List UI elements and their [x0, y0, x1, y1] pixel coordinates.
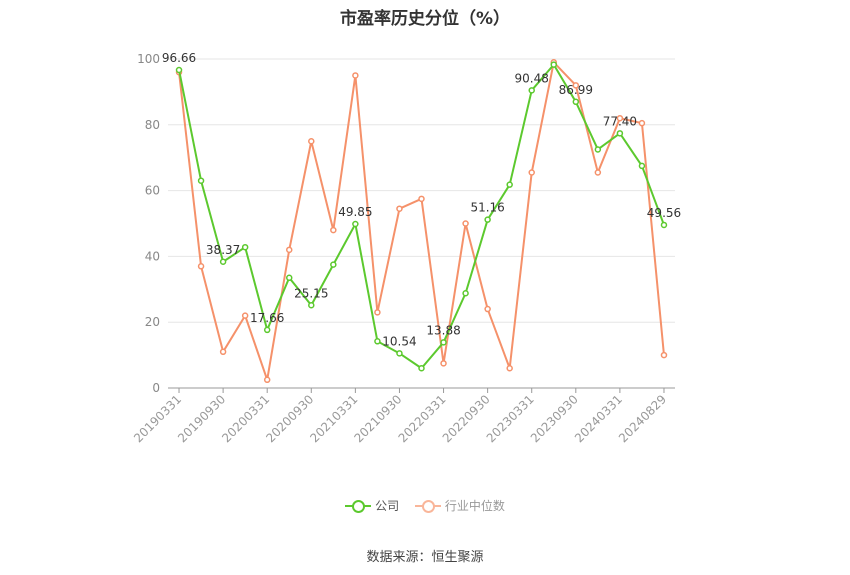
data-point-company — [638, 162, 646, 170]
data-point-industry-median — [616, 114, 624, 122]
data-point-company — [219, 258, 227, 266]
data-label-company: 86.99 — [559, 83, 593, 97]
legend-industry-label: 行业中位数 — [444, 499, 505, 513]
data-point-industry-median — [330, 226, 337, 234]
data-point-company — [616, 130, 624, 137]
data-label-company: 51.16 — [470, 201, 504, 215]
data-point-industry-median — [418, 195, 425, 203]
data-label-company: 10.54 — [382, 334, 416, 348]
data-point-industry-median — [462, 220, 469, 227]
legend-industry-marker — [414, 499, 441, 513]
data-label-company: 17.66 — [250, 311, 284, 325]
data-point-industry-median — [374, 309, 381, 316]
legend-company-marker — [345, 499, 372, 513]
data-point-industry-median — [660, 351, 668, 359]
data-label-company: 49.56 — [647, 206, 681, 220]
x-tick-label: 20240829 — [616, 392, 669, 445]
data-point-company — [594, 146, 602, 153]
chart-legend: 公司 行业中位数 — [0, 497, 850, 516]
chart-title: 市盈率历史分位（%） — [339, 9, 511, 29]
data-point-industry-median — [396, 205, 403, 212]
data-point-company — [285, 274, 293, 282]
legend-item-company[interactable]: 公司 — [345, 497, 399, 514]
data-label-company: 38.37 — [206, 243, 240, 257]
data-point-company — [197, 177, 205, 184]
data-point-company — [241, 243, 249, 251]
data-point-company — [418, 365, 425, 372]
data-point-industry-median — [352, 72, 359, 79]
data-point-industry-median — [528, 169, 535, 176]
data-source: 数据来源：恒生聚源 — [366, 550, 484, 565]
data-point-company — [175, 66, 183, 74]
data-point-industry-median — [484, 305, 491, 313]
data-label-company: 13.88 — [426, 323, 460, 337]
data-point-industry-median — [572, 82, 580, 89]
data-point-company — [506, 181, 513, 188]
legend-company-label: 公司 — [375, 499, 400, 513]
y-tick-label: 20 — [145, 315, 160, 329]
data-point-company — [330, 261, 337, 268]
data-point-company — [440, 339, 447, 346]
data-point-industry-median — [308, 138, 315, 145]
data-point-industry-median — [241, 312, 249, 319]
data-point-company — [572, 98, 580, 106]
y-tick-label: 0 — [152, 381, 160, 395]
y-tick-label: 80 — [145, 118, 160, 132]
data-point-industry-median — [638, 119, 646, 127]
data-label-company: 90.48 — [515, 71, 549, 85]
data-point-industry-median — [440, 360, 447, 367]
data-label-company: 49.85 — [338, 205, 372, 219]
pe-percentile-line-chart: 0204060801002019033120190930202003312020… — [131, 51, 681, 445]
data-point-company — [396, 350, 403, 357]
data-label-company: 25.15 — [294, 286, 328, 300]
legend-item-industry-median[interactable]: 行业中位数 — [414, 497, 505, 514]
data-label-company: 77.40 — [603, 114, 637, 128]
data-point-company — [263, 326, 271, 334]
data-point-industry-median — [219, 348, 227, 356]
data-point-industry-median — [594, 169, 602, 176]
data-point-company — [352, 220, 359, 228]
data-point-industry-median — [263, 376, 271, 384]
data-point-company — [484, 216, 491, 223]
data-point-company — [308, 302, 315, 309]
data-point-company — [374, 338, 381, 345]
data-point-industry-median — [285, 246, 293, 254]
data-point-company — [528, 87, 535, 94]
data-point-industry-median — [506, 365, 513, 372]
data-point-company — [462, 289, 469, 297]
y-tick-label: 40 — [145, 249, 160, 263]
y-tick-label: 60 — [145, 184, 160, 198]
data-point-company — [550, 61, 558, 68]
data-point-company — [660, 221, 668, 229]
series-line-industry-median — [178, 61, 665, 381]
y-tick-label: 100 — [137, 52, 160, 66]
data-point-industry-median — [197, 263, 205, 270]
data-label-company: 96.66 — [162, 51, 196, 65]
